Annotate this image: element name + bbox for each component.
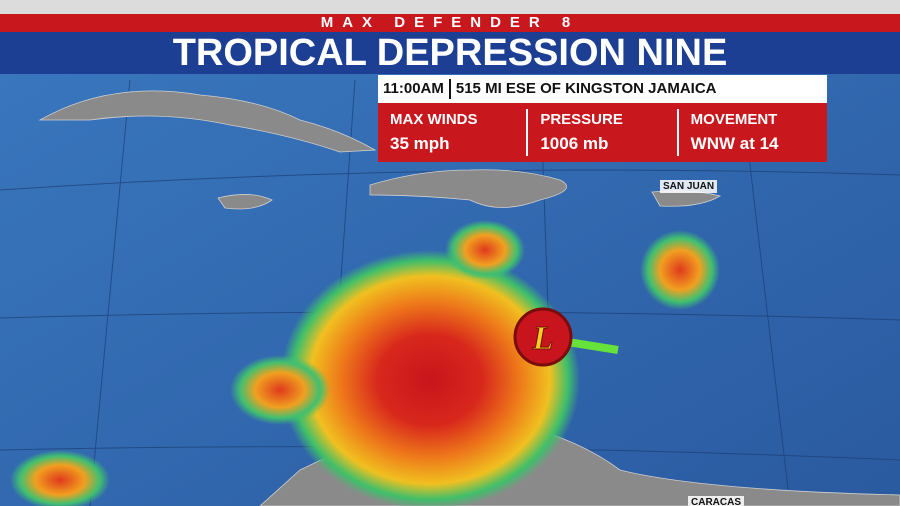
map-label: SAN JUAN xyxy=(660,180,718,193)
storm-clouds xyxy=(10,220,720,506)
time: 11:00AM xyxy=(383,80,444,97)
stat-value: WNW at 14 xyxy=(690,134,779,153)
stat-label: PRESSURE xyxy=(540,111,623,128)
separator xyxy=(448,79,451,99)
stat: PRESSURE 1006 mb xyxy=(526,109,676,156)
stat: MAX WINDS 35 mph xyxy=(378,109,526,156)
storm-icon xyxy=(513,307,573,367)
stats-panel: MAX WINDS 35 mph PRESSURE 1006 mb MOVEMENT… xyxy=(378,103,827,162)
title: TROPICAL DEPRESSION NINE xyxy=(0,32,900,74)
location: 515 MI ESE OF KINGSTON JAMAICA xyxy=(455,80,717,97)
location-bar: 11:00AM 515 MI ESE OF KINGSTON JAMAICA xyxy=(378,75,827,103)
map-label: CARACAS xyxy=(688,496,744,506)
stat-label: MAX WINDS xyxy=(390,111,478,128)
brand: MAX DEFENDER 8 xyxy=(0,14,900,32)
top-strip xyxy=(0,0,900,14)
stat-value: 35 mph xyxy=(390,134,450,153)
stat-value: 1006 mb xyxy=(540,134,609,153)
storm-symbol: L xyxy=(532,320,554,357)
stat: MOVEMENT WNW at 14 xyxy=(676,109,827,156)
stat-label: MOVEMENT xyxy=(690,111,778,128)
